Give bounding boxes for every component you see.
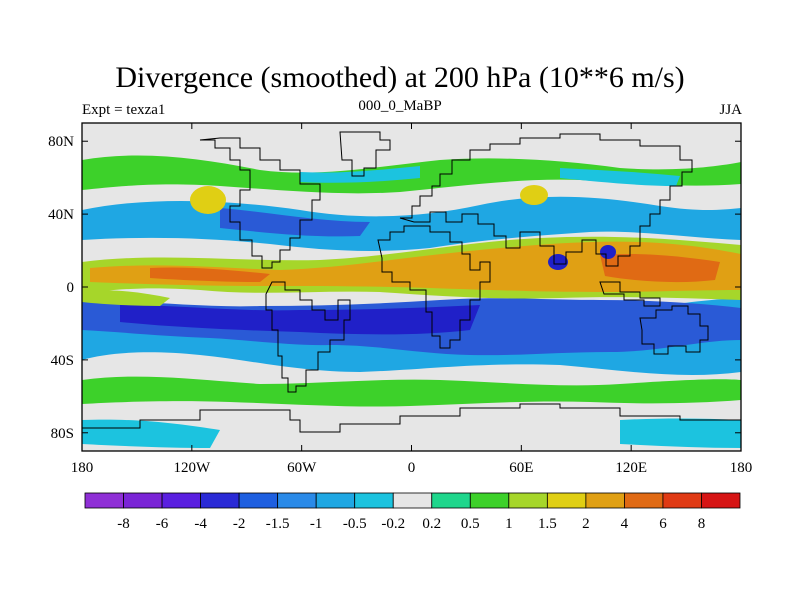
southern-high-latitude: [82, 376, 741, 407]
northern-convergence-core: [220, 208, 370, 237]
coastline-maritime-continent: [599, 281, 661, 307]
longitude-axis: 180 120W 60W 0 60E 120E 180: [71, 123, 753, 476]
coastline-antarctica: [82, 403, 741, 433]
lat-tick-label: 80S: [51, 426, 74, 442]
lat-tick-label: 40S: [51, 353, 74, 369]
colorbar-swatch: [431, 492, 471, 509]
lat-tick-label: 40N: [48, 207, 74, 223]
coastline-africa: [377, 225, 491, 349]
experiment-label: Expt = texza1: [82, 102, 166, 118]
coastline-australia: [639, 305, 709, 355]
high-latitude-north-inner: [300, 166, 680, 186]
lat-tick-label: 80N: [48, 134, 74, 150]
colorbar-label: -8: [117, 516, 130, 532]
colorbar-swatch: [469, 492, 510, 509]
south-atlantic-divergence: [82, 290, 170, 306]
colorbar-label: 1.5: [538, 516, 557, 532]
colorbar: -8 -6 -4 -2 -1.5 -1 -0.5 -0.2 0.2 0.5 1 1.5 2 4 6 8: [84, 492, 741, 532]
colorbar-label: 2: [582, 516, 590, 532]
colorbar-swatch: [277, 492, 317, 509]
coastline-eurasia: [399, 133, 693, 267]
lon-tick-label: 120W: [173, 460, 211, 476]
colorbar-label: 0.2: [422, 516, 441, 532]
colorbar-swatch: [508, 492, 548, 509]
map-title: Divergence (smoothed) at 200 hPa (10**6 …: [115, 61, 685, 94]
coastline-greenland: [339, 131, 391, 177]
northern-convergence-band: [82, 196, 741, 251]
coastline-south-america: [265, 281, 351, 393]
colorbar-label: 0.5: [461, 516, 480, 532]
lon-tick-label: 120E: [615, 460, 647, 476]
colorbar-swatch: [315, 492, 356, 509]
colorbar-swatch: [624, 492, 664, 509]
colorbar-label: -4: [194, 516, 207, 532]
colorbar-label: -0.2: [381, 516, 405, 532]
colorbar-label: 6: [659, 516, 667, 532]
coastline-north-america: [199, 137, 321, 269]
colorbar-label: -1: [310, 516, 323, 532]
colorbar-swatch: [701, 492, 741, 509]
colorbar-swatch: [392, 492, 433, 509]
colorbar-swatch: [84, 492, 124, 509]
latitude-axis: 80N 40N 0 40S 80S: [48, 134, 741, 442]
lon-tick-label: 60E: [509, 460, 533, 476]
colorbar-swatch: [238, 492, 279, 509]
colorbar-swatch: [585, 492, 625, 509]
coastlines: [82, 131, 741, 433]
season-label: JJA: [719, 102, 742, 118]
lat-tick-label: 0: [67, 280, 75, 296]
colorbar-swatch: [161, 492, 201, 509]
colorbar-label: -6: [156, 516, 169, 532]
colorbar-swatch: [123, 492, 163, 509]
colorbar-swatch: [546, 492, 587, 509]
time-label: 000_0_MaBP: [358, 98, 442, 114]
lon-tick-label: 180: [71, 460, 94, 476]
colorbar-swatch: [200, 492, 240, 509]
contour-fields: [82, 155, 741, 448]
lon-tick-label: 0: [408, 460, 416, 476]
colorbar-swatch: [354, 492, 394, 509]
colorbar-label: -1.5: [266, 516, 290, 532]
southern-convergence-core: [120, 305, 480, 335]
lon-tick-label: 60W: [287, 460, 317, 476]
colorbar-swatch: [662, 492, 702, 509]
equatorial-divergence-peak: [150, 253, 720, 283]
southern-ocean-features: [82, 418, 741, 448]
colorbar-label: 1: [505, 516, 513, 532]
colorbar-label: -2: [233, 516, 246, 532]
colorbar-label: 4: [621, 516, 629, 532]
lon-tick-label: 180: [730, 460, 753, 476]
colorbar-label: -0.5: [343, 516, 367, 532]
colorbar-label: 8: [698, 516, 706, 532]
